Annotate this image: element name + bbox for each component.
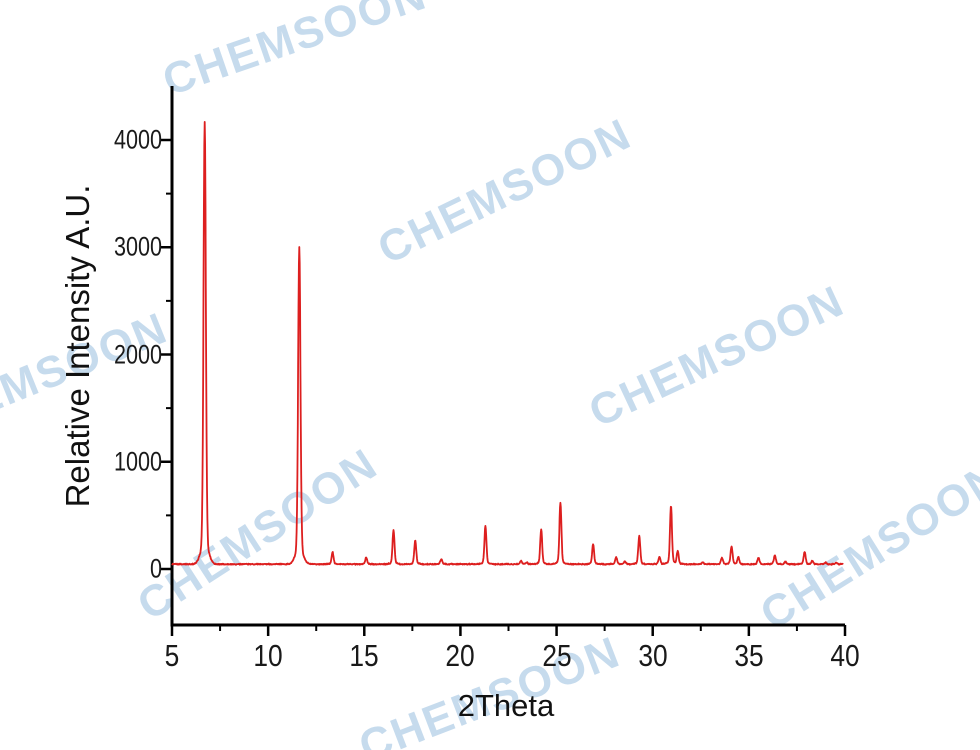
y-tick-label: 2000 <box>113 339 162 369</box>
x-tick-label: 30 <box>638 638 668 673</box>
y-axis-title: Relative Intensity A.U. <box>59 184 96 508</box>
x-axis-title: 2Theta <box>457 688 555 723</box>
x-tick-label: 15 <box>349 638 379 673</box>
xrd-curve <box>171 121 844 566</box>
y-tick-label: 4000 <box>113 124 162 155</box>
x-tick-label: 40 <box>830 638 860 673</box>
axis-spines <box>170 86 845 627</box>
x-tick-label: 10 <box>253 638 283 673</box>
x-tick-label: 20 <box>445 638 476 673</box>
x-tick-label: 25 <box>541 638 572 673</box>
y-tick-label: 1000 <box>113 446 162 477</box>
x-tick-label: 35 <box>734 638 764 673</box>
y-tick-label: 0 <box>149 553 162 584</box>
y-tick-label: 3000 <box>113 231 162 262</box>
x-tick-label: 5 <box>164 638 180 673</box>
